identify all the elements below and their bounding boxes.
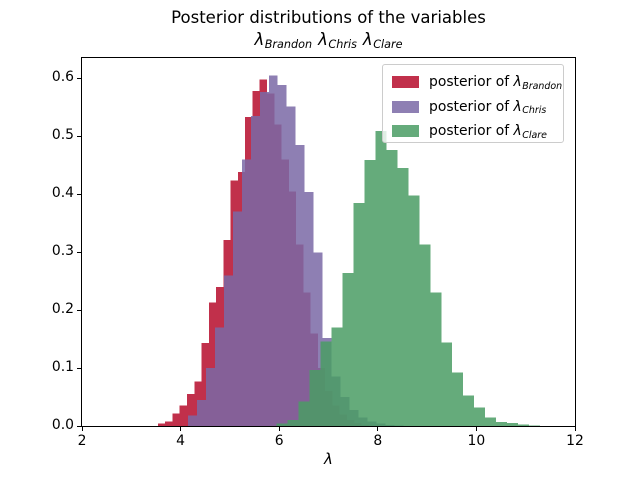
lambda-symbol: λ — [362, 30, 373, 49]
legend-item: posterior of λClare — [392, 119, 563, 144]
legend-label-prefix: posterior of — [429, 74, 514, 91]
y-tick-label: 0.3 — [51, 243, 74, 260]
y-tick-label: 0.4 — [51, 185, 74, 202]
y-tick-label: 0.6 — [51, 69, 74, 86]
subscript-name: Brandon — [264, 37, 313, 51]
lambda-symbol: λ — [513, 98, 522, 115]
y-tick-mark — [77, 309, 81, 311]
subtitle-variable: λBrandon — [254, 30, 313, 51]
y-tick-label: 0.5 — [51, 127, 74, 144]
lambda-symbol: λ — [254, 30, 265, 49]
y-tick-mark — [77, 77, 81, 79]
subtitle-variable: λClare — [362, 30, 403, 51]
y-tick-mark — [77, 367, 81, 369]
x-tick-label: 4 — [176, 433, 186, 449]
x-tick-label: 10 — [467, 433, 486, 449]
subscript-name: Clare — [373, 37, 403, 51]
legend-item: posterior of λBrandon — [392, 70, 563, 95]
histogram-series-clare — [276, 131, 540, 426]
x-tick-mark — [475, 427, 477, 431]
legend-item: posterior of λChris — [392, 95, 563, 120]
figure-subtitle: λBrandon λChris λClare — [81, 30, 576, 51]
x-tick-mark — [377, 427, 379, 431]
y-tick-label: 0.0 — [51, 417, 74, 433]
x-tick-label: 12 — [566, 433, 584, 449]
legend-label-prefix: posterior of — [429, 123, 514, 140]
x-tick-mark — [81, 427, 83, 431]
legend-label: posterior of λChris — [429, 98, 547, 117]
legend-swatch-brandon — [392, 76, 419, 89]
x-tick-mark — [278, 427, 280, 431]
subscript-name: Chris — [328, 37, 357, 51]
y-tick-mark — [77, 193, 81, 195]
lambda-symbol: λ — [513, 123, 522, 140]
legend: posterior of λBrandon posterior of λChris… — [382, 64, 564, 143]
subscript-name: Clare — [522, 129, 547, 141]
legend-swatch-chris — [392, 100, 419, 113]
x-tick-label: 2 — [77, 433, 87, 449]
y-tick-label: 0.2 — [51, 301, 74, 318]
legend-label: posterior of λBrandon — [429, 74, 563, 92]
histogram-series-chris — [188, 75, 404, 426]
x-tick-mark — [574, 427, 576, 431]
legend-label-prefix: posterior of — [429, 98, 514, 115]
y-tick-label: 0.1 — [51, 359, 74, 376]
subscript-name: Chris — [522, 105, 547, 117]
y-tick-mark — [77, 135, 81, 137]
histogram-polygon-chris — [188, 75, 404, 426]
x-tick-mark — [180, 427, 182, 431]
lambda-symbol: λ — [513, 74, 522, 91]
histogram-polygon-clare — [276, 131, 540, 426]
subtitle-variable: λChris — [318, 30, 357, 51]
legend-label: posterior of λClare — [429, 123, 547, 141]
x-tick-label: 6 — [274, 433, 284, 449]
x-tick-label: 8 — [373, 433, 383, 449]
y-tick-mark — [77, 251, 81, 253]
subscript-name: Brandon — [522, 80, 563, 92]
legend-swatch-clare — [392, 125, 419, 138]
figure-title: Posterior distributions of the variables — [171, 8, 486, 27]
lambda-symbol: λ — [318, 30, 328, 49]
y-tick-mark — [77, 425, 81, 427]
x-axis-label: λ — [324, 450, 333, 468]
